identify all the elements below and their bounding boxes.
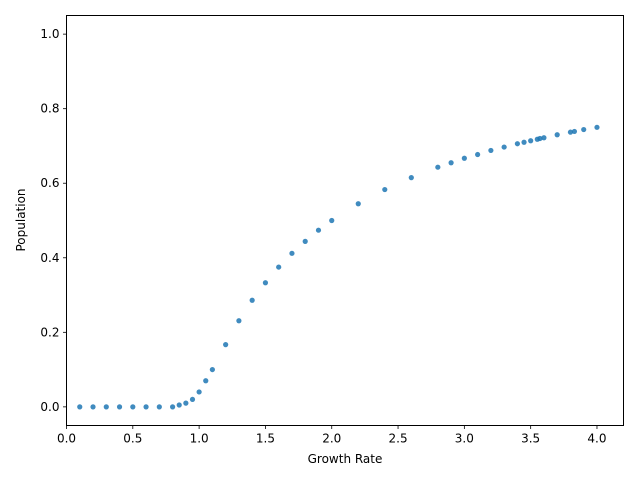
data-point <box>116 404 123 410</box>
x-tick-label: 1.0 <box>190 432 209 446</box>
data-point <box>103 404 109 410</box>
x-tick-label: 4.0 <box>587 432 606 446</box>
y-tick-label: 0.0 <box>40 400 59 414</box>
data-point <box>302 238 308 244</box>
x-axis: 0.0 0.5 1.0 1.5 2.0 2.5 3.0 3.5 4.0 <box>57 425 607 446</box>
data-point <box>567 129 574 135</box>
data-points <box>77 124 600 410</box>
x-tick-label: 0.0 <box>57 432 76 446</box>
data-point <box>203 378 209 384</box>
data-point <box>236 318 242 324</box>
data-point <box>130 404 136 410</box>
x-tick-label: 0.5 <box>123 432 142 446</box>
data-point <box>571 128 578 135</box>
data-point <box>156 404 162 410</box>
y-tick-label: 0.8 <box>40 102 59 116</box>
data-point <box>382 186 388 193</box>
x-tick-label: 1.5 <box>256 432 275 446</box>
data-point <box>262 280 269 286</box>
data-point <box>77 404 83 410</box>
y-axis-label: Population <box>14 188 28 251</box>
x-tick-label: 2.0 <box>322 432 341 446</box>
y-tick-label: 1.0 <box>40 27 59 41</box>
data-point <box>521 139 527 145</box>
data-point <box>276 264 282 270</box>
data-point <box>329 217 335 224</box>
data-point <box>488 147 494 154</box>
data-point <box>143 404 149 410</box>
data-point <box>528 138 534 144</box>
data-point <box>581 126 587 133</box>
data-point <box>315 227 322 233</box>
x-tick-label: 3.0 <box>455 432 474 446</box>
data-point <box>501 144 507 150</box>
data-point <box>461 155 467 161</box>
data-point <box>594 124 600 130</box>
data-point <box>209 366 215 373</box>
data-point <box>475 151 481 158</box>
data-point <box>435 164 441 170</box>
data-point <box>183 400 189 406</box>
data-point <box>355 201 361 207</box>
data-point <box>537 135 543 142</box>
data-point <box>541 135 547 141</box>
y-tick-label: 0.6 <box>40 176 59 190</box>
data-point <box>554 132 560 138</box>
data-point <box>170 404 176 410</box>
data-point <box>289 250 295 256</box>
plot-frame <box>66 15 624 426</box>
data-point <box>196 389 202 395</box>
data-point <box>223 342 229 348</box>
y-tick-label: 0.4 <box>40 251 59 265</box>
data-point <box>189 396 196 403</box>
data-point <box>249 297 255 303</box>
y-axis: 0.0 0.2 0.4 0.6 0.8 1.0 <box>40 27 67 414</box>
data-point <box>514 141 521 147</box>
x-tick-label: 2.5 <box>389 432 408 446</box>
data-point <box>448 160 454 166</box>
y-tick-label: 0.2 <box>40 325 59 339</box>
x-axis-label: Growth Rate <box>308 452 383 466</box>
data-point <box>176 402 182 408</box>
data-point <box>408 175 414 181</box>
x-tick-label: 3.5 <box>521 432 540 446</box>
data-point <box>90 404 96 410</box>
